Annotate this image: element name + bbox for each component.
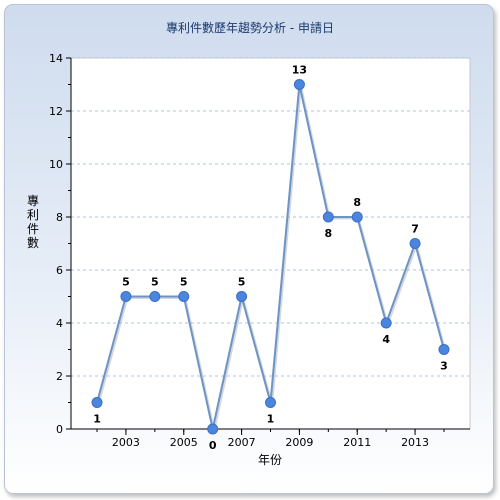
- data-point: [91, 397, 103, 408]
- data-label: 5: [180, 276, 188, 289]
- data-label: 8: [324, 227, 332, 240]
- data-point: [120, 291, 132, 302]
- y-tick-labels: 0 2 4 6 8 10 12 14: [49, 52, 63, 436]
- data-label: 3: [440, 360, 448, 373]
- data-label: 0: [209, 439, 217, 452]
- data-label: 4: [382, 333, 390, 346]
- y-tick-label: 12: [49, 105, 63, 118]
- data-point: [322, 211, 334, 223]
- data-point: [438, 344, 450, 355]
- x-tick-label: 2011: [343, 436, 371, 449]
- data-label: 5: [122, 276, 130, 289]
- y-tick-label: 10: [49, 158, 63, 171]
- x-tick-label: 2013: [401, 436, 429, 449]
- data-point: [293, 79, 305, 90]
- y-tick-label: 14: [49, 52, 63, 65]
- data-label: 5: [151, 276, 159, 289]
- data-point: [409, 238, 421, 249]
- data-label: 8: [353, 196, 361, 209]
- grid-lines: [71, 57, 470, 377]
- data-labels: 1 5 5 5 0 5 1 13 8 8 4 7 3: [93, 64, 448, 453]
- data-point: [149, 291, 161, 302]
- x-tick-labels: 2003 2005 2007 2009 2011 2013: [112, 436, 429, 449]
- y-tick-label: 2: [56, 370, 63, 383]
- data-point: [265, 397, 276, 408]
- x-axis-title: 年份: [258, 453, 282, 467]
- data-point: [351, 211, 363, 223]
- data-label: 1: [267, 413, 275, 426]
- chart-title: 專利件數歷年趨勢分析 - 申請日: [166, 21, 334, 35]
- data-point: [207, 423, 219, 435]
- y-tick-label: 0: [56, 423, 63, 436]
- data-point: [236, 291, 248, 302]
- y-tick-label: 4: [56, 317, 63, 330]
- data-label: 1: [93, 413, 101, 426]
- y-tick-label: 6: [56, 264, 63, 277]
- x-tick-label: 2007: [228, 436, 256, 449]
- plot-area: [70, 57, 471, 430]
- x-tick-label: 2003: [112, 436, 140, 449]
- data-label: 7: [411, 223, 419, 236]
- x-tick-label: 2009: [285, 436, 313, 449]
- y-tick-label: 8: [56, 211, 63, 224]
- data-point: [178, 291, 190, 302]
- data-point: [380, 317, 392, 329]
- y-axis-title-text: 專利件數: [27, 194, 39, 250]
- data-label: 5: [238, 276, 246, 289]
- series-markers: [91, 79, 450, 435]
- data-label: 13: [292, 64, 307, 77]
- x-tick-label: 2005: [170, 436, 198, 449]
- y-axis-title: 專利件數: [27, 194, 39, 250]
